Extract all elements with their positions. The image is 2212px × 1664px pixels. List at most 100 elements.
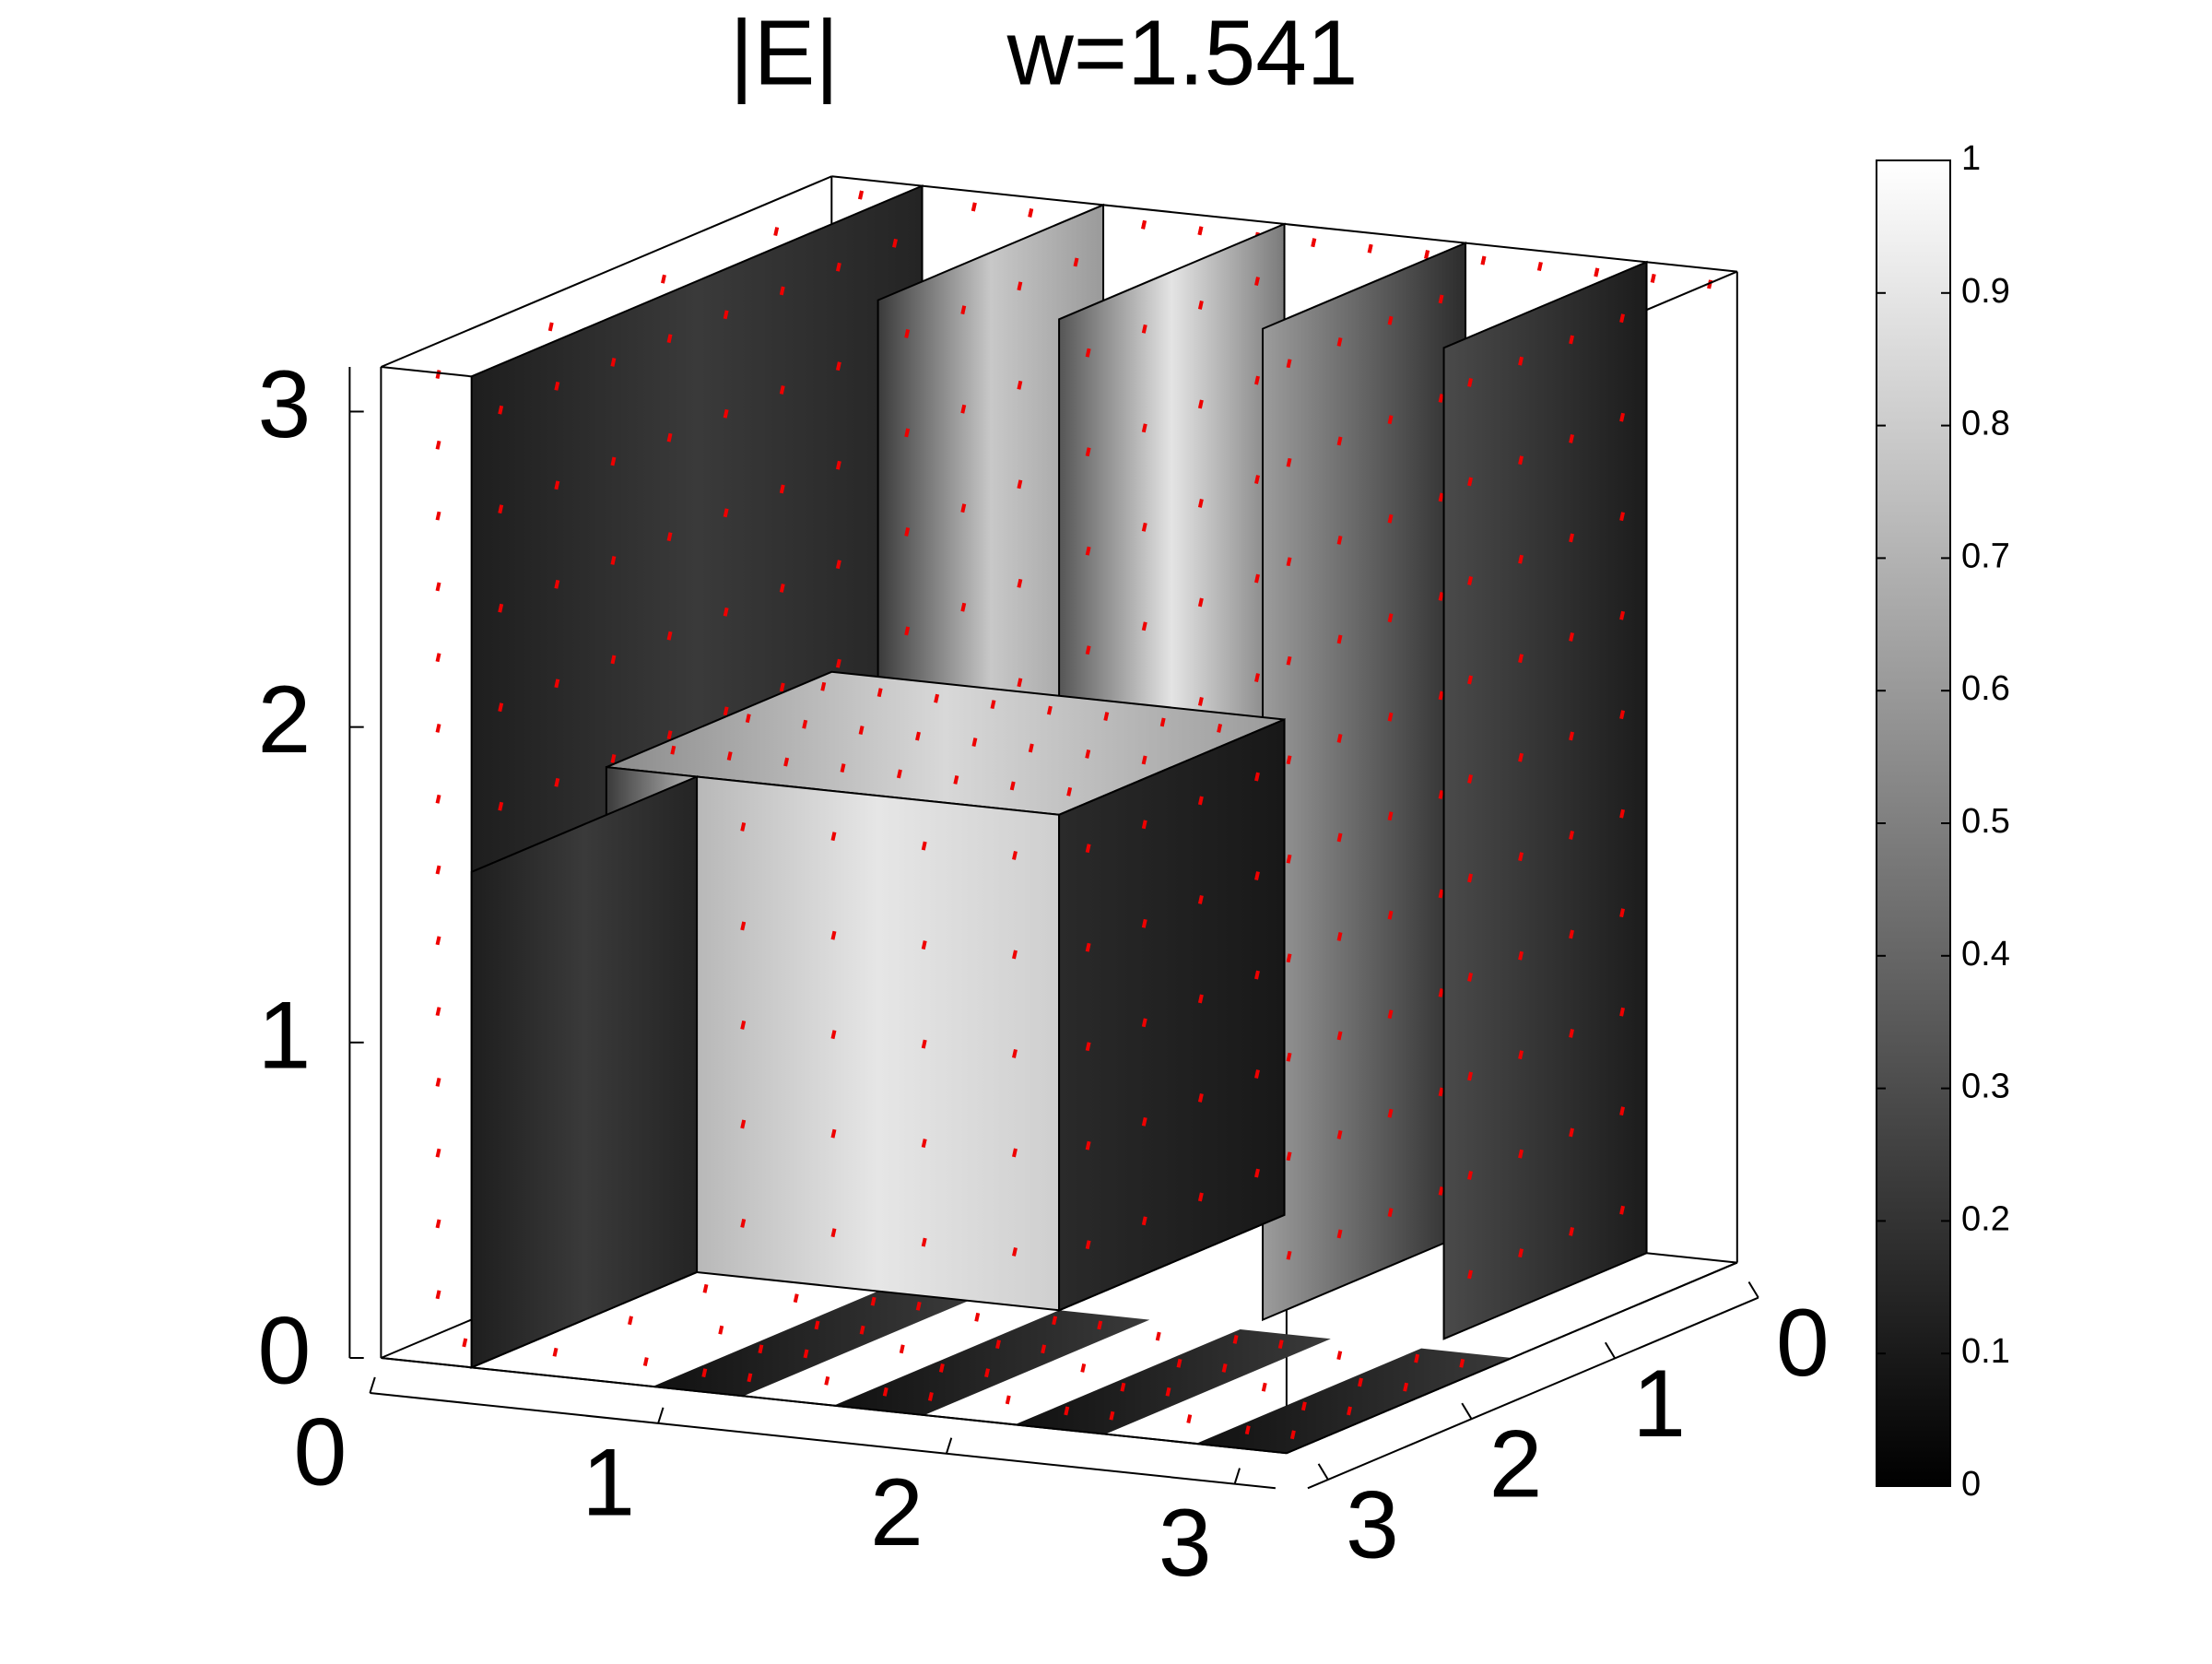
field-arrow xyxy=(740,1218,747,1228)
field-arrow xyxy=(702,1283,709,1293)
colorbar-tick-label: 0.3 xyxy=(1961,1068,2010,1106)
field-arrow xyxy=(1438,492,1444,502)
field-arrow xyxy=(830,832,837,842)
field-arrow xyxy=(1141,621,1147,631)
field-arrow xyxy=(960,602,967,612)
field-arrow xyxy=(1186,1414,1193,1424)
field-arrow xyxy=(1336,1351,1343,1361)
field-arrow xyxy=(1387,315,1394,325)
field-arrow xyxy=(610,456,617,466)
field-arrow xyxy=(498,504,504,514)
field-arrow xyxy=(1569,533,1575,543)
field-arrow xyxy=(1085,546,1091,556)
cube-right xyxy=(1058,717,1286,1312)
field-arrow xyxy=(1244,1425,1251,1435)
field-arrow xyxy=(1046,705,1053,715)
field-arrow xyxy=(1619,1205,1626,1215)
field-arrow xyxy=(1085,942,1091,952)
field-arrow xyxy=(1387,712,1394,722)
axis-line xyxy=(370,1392,1277,1490)
field-arrow xyxy=(984,1368,990,1378)
tick-mark xyxy=(1461,1402,1473,1420)
field-arrow xyxy=(1085,1140,1091,1151)
field-arrow xyxy=(779,286,785,296)
field-arrow xyxy=(554,679,560,689)
field-arrow xyxy=(1467,1269,1473,1280)
tick-mark xyxy=(1317,1463,1329,1481)
floor-slice xyxy=(653,1291,969,1397)
field-arrow xyxy=(1197,226,1204,236)
field-arrow xyxy=(904,329,911,338)
field-arrow xyxy=(1438,690,1444,701)
field-arrow xyxy=(1012,1048,1018,1058)
field-arrow xyxy=(1159,717,1166,727)
field-arrow xyxy=(921,1039,927,1049)
field-arrow xyxy=(1424,250,1430,260)
field-arrow xyxy=(740,921,747,931)
field-arrow xyxy=(1261,1382,1267,1392)
field-arrow xyxy=(1438,1186,1444,1196)
field-arrow xyxy=(1438,394,1444,403)
tick-label: 2 xyxy=(870,1459,924,1566)
field-arrow xyxy=(435,653,441,663)
field-arrow xyxy=(1336,932,1343,941)
tick-label: 0 xyxy=(293,1398,347,1505)
field-arrow xyxy=(835,361,841,372)
field-arrow xyxy=(1017,479,1023,490)
colorbar-tick-label: 0.4 xyxy=(1961,935,2010,974)
field-arrow xyxy=(793,1293,799,1304)
tick-label: 2 xyxy=(257,667,311,773)
tick-mark xyxy=(369,1376,376,1394)
field-arrow xyxy=(1165,1387,1171,1397)
field-arrow xyxy=(435,1219,441,1229)
field-arrow xyxy=(1619,1106,1626,1116)
field-arrow xyxy=(1141,755,1147,765)
field-arrow xyxy=(666,730,673,740)
field-arrow xyxy=(1141,918,1147,928)
field-arrow xyxy=(995,1339,1001,1350)
field-arrow xyxy=(718,1325,724,1335)
field-arrow xyxy=(896,769,902,779)
field-arrow xyxy=(882,1387,888,1397)
field-arrow xyxy=(960,503,967,513)
field-arrow xyxy=(1286,953,1292,963)
field-arrow xyxy=(628,1316,633,1326)
field-arrow xyxy=(1176,1358,1182,1368)
tick-label: 3 xyxy=(257,351,311,458)
tick-mark xyxy=(945,1437,953,1455)
field-arrow xyxy=(1254,871,1260,881)
field-arrow xyxy=(1536,262,1543,271)
field-arrow xyxy=(1467,477,1473,487)
field-arrow xyxy=(877,688,883,698)
field-arrow xyxy=(1286,457,1292,467)
field-arrow xyxy=(1080,1363,1087,1373)
field-arrow xyxy=(435,370,441,379)
tick-label: 0 xyxy=(1776,1290,1830,1397)
field-arrow xyxy=(1459,1358,1465,1368)
field-arrow xyxy=(783,757,790,767)
field-arrow xyxy=(1300,1401,1307,1411)
field-arrow xyxy=(701,1368,708,1378)
field-arrow xyxy=(1017,578,1023,588)
field-arrow xyxy=(1403,1382,1409,1392)
field-arrow xyxy=(1619,313,1626,324)
field-arrow xyxy=(1480,255,1487,266)
colorbar-tick-label: 0.5 xyxy=(1961,802,2010,841)
field-arrow xyxy=(1085,844,1091,854)
field-arrow xyxy=(1028,207,1034,218)
colorbar-tick-label: 0.9 xyxy=(1961,272,2010,311)
field-arrow xyxy=(899,1344,905,1354)
field-arrow xyxy=(1028,743,1034,753)
field-arrow xyxy=(1286,557,1292,567)
field-arrow xyxy=(554,777,560,787)
field-arrow xyxy=(1197,1093,1204,1103)
field-arrow xyxy=(1197,499,1204,508)
field-arrow xyxy=(1012,1246,1018,1257)
field-arrow xyxy=(726,751,733,761)
field-arrow xyxy=(552,1347,559,1357)
field-arrow xyxy=(1197,994,1204,1004)
field-arrow xyxy=(1518,852,1524,862)
field-arrow xyxy=(1467,873,1473,883)
slice-plane xyxy=(1442,260,1648,1340)
field-arrow xyxy=(1467,773,1473,784)
